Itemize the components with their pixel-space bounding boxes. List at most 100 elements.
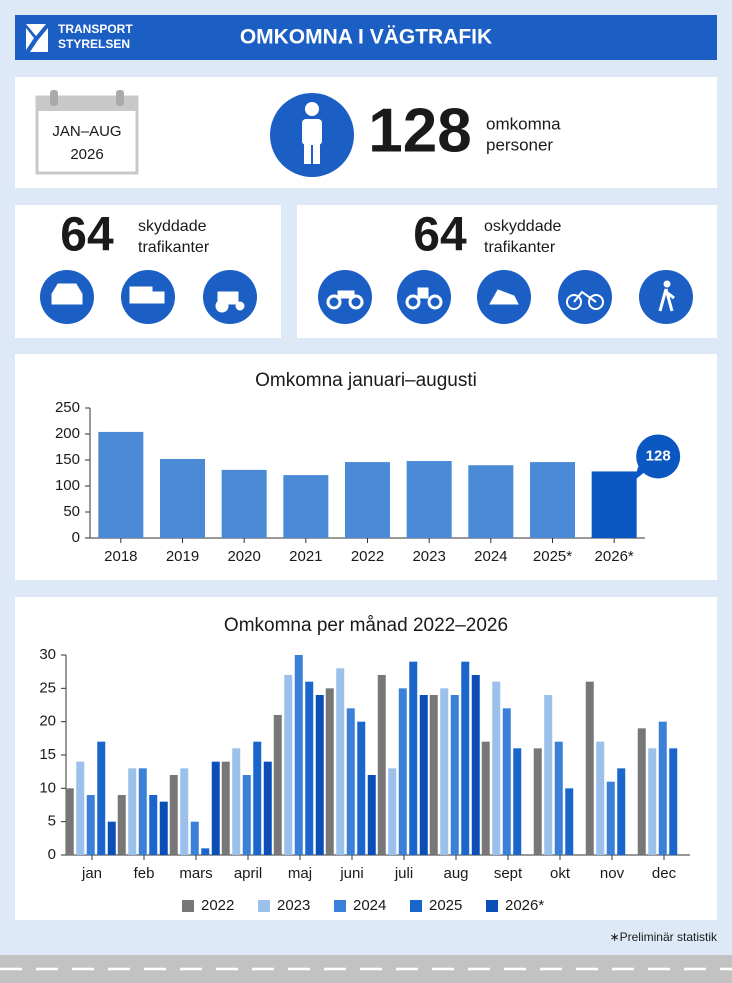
bar [637, 728, 646, 855]
x-tick-label: jan [81, 865, 102, 882]
y-tick-label: 250 [55, 399, 80, 416]
bar [471, 675, 480, 855]
bar [429, 695, 438, 855]
x-tick-label: 2025* [533, 548, 572, 565]
bar [315, 695, 324, 855]
bar [398, 688, 407, 855]
bar [180, 768, 189, 855]
bar [221, 761, 230, 855]
bar [658, 721, 667, 855]
y-tick-label: 5 [48, 813, 56, 830]
total-label: omkomna [486, 114, 561, 133]
y-tick-label: 100 [55, 477, 80, 494]
bar [585, 681, 594, 855]
x-tick-label: 2020 [227, 548, 260, 565]
bar [345, 462, 390, 538]
year: 2026 [70, 146, 103, 163]
bar [117, 795, 126, 855]
bar [591, 471, 637, 538]
x-tick-label: 2018 [104, 548, 137, 565]
bar [190, 821, 199, 855]
unprotected-label: trafikanter [484, 239, 556, 256]
x-tick-label: 2023 [412, 548, 445, 565]
bar [554, 741, 563, 855]
bar [76, 761, 85, 855]
logo-mark [26, 24, 48, 52]
bar [65, 788, 74, 855]
protected-label: trafikanter [138, 239, 210, 256]
bar [388, 768, 397, 855]
y-tick-label: 30 [39, 646, 56, 663]
protected-count: 64 [60, 209, 114, 262]
bar [325, 688, 334, 855]
legend-swatch [486, 900, 498, 912]
legend-swatch [182, 900, 194, 912]
bar [648, 748, 657, 855]
bar [201, 848, 210, 855]
unprotected-count: 64 [413, 209, 467, 262]
period: JAN–AUG [52, 123, 121, 140]
legend-label: 2023 [277, 897, 310, 914]
legend-swatch [258, 900, 270, 912]
y-tick-label: 0 [72, 529, 80, 546]
x-tick-label: 2022 [351, 548, 384, 565]
protected-label: skyddade [138, 218, 207, 235]
page-title: OMKOMNA I VÄGTRAFIK [240, 26, 492, 49]
calendar-icon [35, 90, 139, 175]
bar [617, 768, 626, 855]
x-tick-label: 2021 [289, 548, 322, 565]
bar [346, 708, 355, 855]
bar [409, 661, 418, 855]
bar [97, 741, 106, 855]
footnote: ∗Preliminär statistik [610, 930, 718, 944]
bar [336, 668, 345, 855]
bar [253, 741, 262, 855]
header-bar [15, 15, 717, 60]
total-label: personer [486, 135, 553, 154]
x-tick-label: juli [394, 865, 413, 882]
total-count: 128 [368, 96, 471, 165]
bar [492, 681, 501, 855]
x-tick-label: 2024 [474, 548, 507, 565]
chart-title: Omkomna per månad 2022–2026 [224, 615, 508, 636]
x-tick-label: juni [339, 865, 363, 882]
vehicle-glyphs [51, 280, 675, 313]
bar [211, 761, 220, 855]
x-tick-label: 2026* [595, 548, 634, 565]
y-tick-label: 50 [63, 503, 80, 520]
bar [273, 715, 282, 855]
bar [565, 788, 574, 855]
x-tick-label: feb [134, 865, 155, 882]
x-tick-label: sept [494, 865, 523, 882]
bar [533, 748, 542, 855]
x-tick-label: april [234, 865, 262, 882]
bar [596, 741, 605, 855]
bar [242, 775, 251, 855]
data-label: 128 [646, 447, 671, 464]
bar [263, 761, 272, 855]
bar [160, 458, 205, 538]
bar [284, 675, 293, 855]
chart-title: Omkomna januari–augusti [255, 370, 477, 391]
logo-text: STYRELSEN [58, 37, 130, 51]
x-tick-label: dec [652, 865, 677, 882]
x-tick-label: 2019 [166, 548, 199, 565]
bar [221, 469, 267, 538]
legend-label: 2025 [429, 897, 462, 914]
bar [606, 781, 615, 855]
bar [461, 661, 470, 855]
y-tick-label: 10 [39, 779, 56, 796]
person-icon [270, 93, 354, 177]
x-tick-label: okt [550, 865, 571, 882]
legend-label: 2024 [353, 897, 386, 914]
legend-swatch [334, 900, 346, 912]
legend-label: 2022 [201, 897, 234, 914]
callout-bubble [636, 434, 681, 479]
bar [138, 768, 147, 855]
y-tick-label: 20 [39, 713, 56, 730]
bar [513, 748, 522, 855]
y-tick-label: 0 [48, 846, 56, 863]
bar [128, 768, 137, 855]
